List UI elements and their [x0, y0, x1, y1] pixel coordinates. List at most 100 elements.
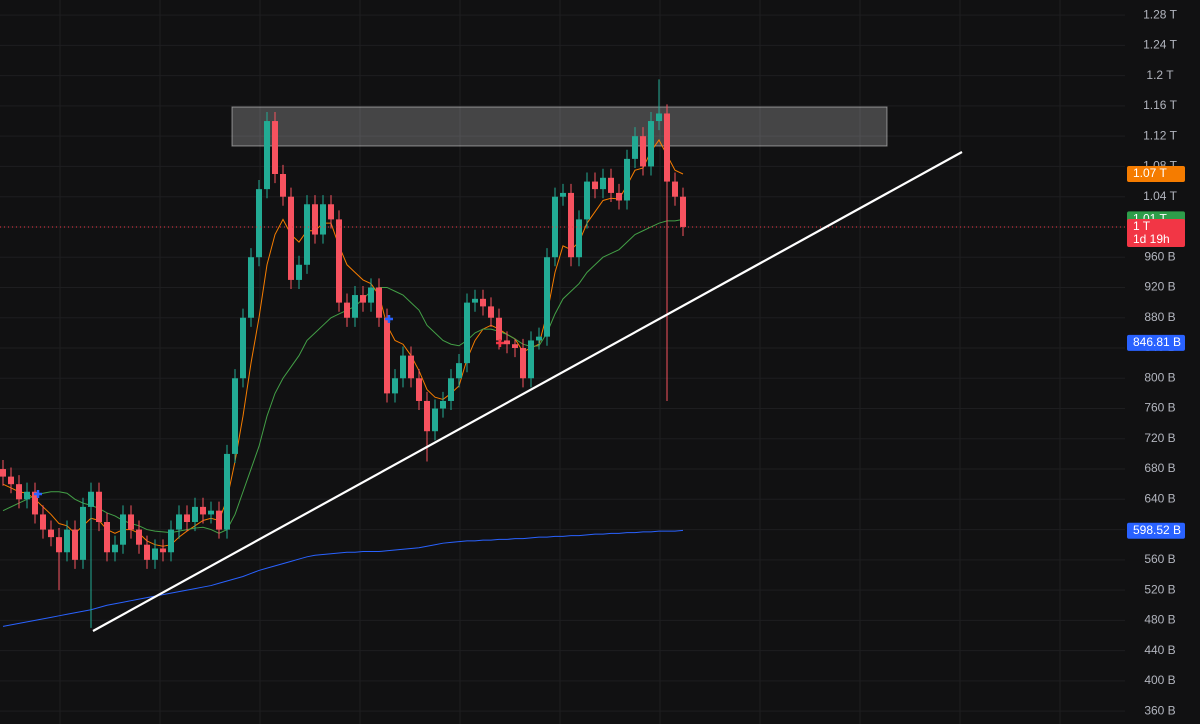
candle-body [536, 336, 542, 341]
candle-body [264, 121, 270, 190]
resistance-zone [231, 106, 888, 147]
y-tick-label: 360 B [1144, 703, 1175, 717]
candle-body [208, 510, 214, 515]
candle-body [184, 514, 190, 523]
trend-line [92, 151, 963, 632]
candle-body [88, 491, 94, 507]
grid [0, 0, 1125, 724]
y-tick-label: 440 B [1144, 643, 1175, 657]
candle-body [192, 506, 198, 523]
candle-body [40, 514, 46, 530]
candle-body [456, 363, 462, 379]
candle-body [160, 548, 166, 553]
candle-body [304, 204, 310, 265]
candle-body [552, 196, 558, 258]
candle-body [424, 400, 430, 432]
y-tick-label: 400 B [1144, 673, 1175, 687]
candle-body [368, 287, 374, 303]
candle-body [224, 453, 230, 530]
candle-body [240, 317, 246, 379]
price-badge [1127, 218, 1185, 247]
y-tick-label: 960 B [1144, 249, 1175, 263]
candle-body [544, 257, 550, 337]
candle-body [280, 174, 286, 197]
price-badge [1127, 166, 1185, 183]
price-badge-label: 846.81 B [1133, 335, 1181, 349]
candle-body [80, 506, 86, 560]
y-tick-label: 800 B [1144, 370, 1175, 384]
signal-marker [385, 315, 393, 323]
candle-body [608, 177, 614, 193]
candle-body [136, 529, 142, 545]
candle-body [104, 522, 110, 553]
candle-body [312, 204, 318, 235]
candle-body [656, 113, 662, 122]
y-tick-label: 480 B [1144, 613, 1175, 627]
candle-body [120, 514, 126, 545]
y-tick-label: 1.24 T [1143, 38, 1177, 52]
moving-average-line [2, 218, 684, 534]
y-tick-label: 760 B [1144, 401, 1175, 415]
candle-body [432, 408, 438, 432]
plot [0, 79, 1125, 628]
candle-body [512, 344, 518, 349]
candle-body [632, 136, 638, 159]
candle-body [248, 257, 254, 318]
candle-body [560, 192, 566, 197]
candle-body [152, 548, 158, 560]
candle-body [48, 529, 54, 538]
candle-body [520, 348, 526, 379]
price-badge-label: 1.07 T [1133, 166, 1167, 180]
y-tick-label: 1.12 T [1143, 128, 1177, 142]
y-tick-label: 880 B [1144, 310, 1175, 324]
y-tick-label: 720 B [1144, 431, 1175, 445]
candle-body [352, 295, 358, 318]
moving-average-line [2, 529, 684, 627]
candle-body [384, 317, 390, 394]
candle-body [200, 506, 206, 515]
candle-body [584, 181, 590, 220]
price-badge [1127, 334, 1185, 351]
candle-body [8, 476, 14, 485]
candle-body [448, 378, 454, 401]
candle-body [400, 355, 406, 379]
candle-body [296, 264, 302, 280]
candle-body [256, 189, 262, 258]
candle-body [360, 295, 366, 303]
candle-body [640, 136, 646, 167]
price-badge [1127, 522, 1185, 539]
candle-body [96, 491, 102, 523]
candle-body [504, 340, 510, 345]
candle-body [72, 529, 78, 560]
candle-body [464, 302, 470, 364]
candle-body [496, 317, 502, 341]
candle-body [600, 177, 606, 190]
candle-body [24, 491, 30, 500]
candle-body [480, 298, 486, 307]
candle-body [576, 219, 582, 258]
signal-marker [496, 339, 504, 347]
candle-body [408, 355, 414, 379]
y-tick-label: 1.16 T [1143, 98, 1177, 112]
y-tick-label: 1.04 T [1143, 189, 1177, 203]
candle-body [56, 537, 62, 553]
candle-body [232, 378, 238, 454]
y-tick-label: 920 B [1144, 280, 1175, 294]
candle-body [32, 491, 38, 515]
candle-body [488, 306, 494, 318]
candle-body [616, 192, 622, 201]
candle-body [128, 514, 134, 530]
candle-body [376, 287, 382, 318]
candle-body [592, 181, 598, 190]
price-badge-label: 598.52 B [1133, 523, 1181, 537]
candle-body [664, 113, 670, 182]
y-tick-label: 520 B [1144, 582, 1175, 596]
y-tick-label: 680 B [1144, 461, 1175, 475]
candle-body [344, 302, 350, 318]
y-tick-label: 1.28 T [1143, 7, 1177, 21]
candle-body [288, 196, 294, 280]
y-tick-label: 640 B [1144, 491, 1175, 505]
candle-body [328, 204, 334, 220]
